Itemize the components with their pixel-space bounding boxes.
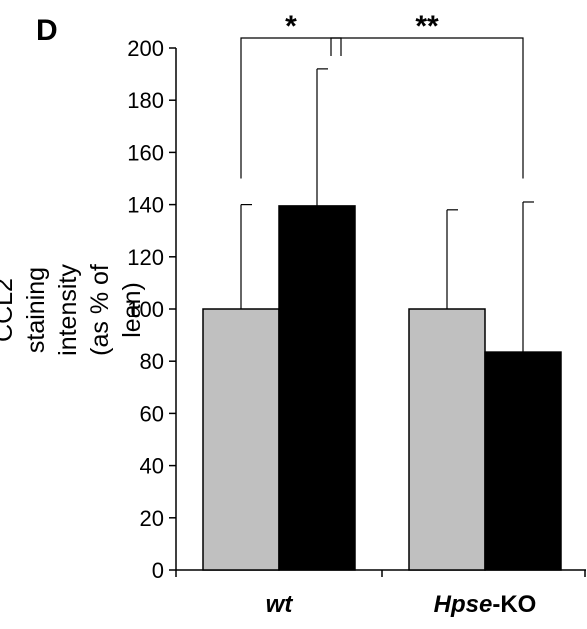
significance-label: * [285,10,297,43]
bar [484,351,562,571]
y-tick-label: 140 [127,193,164,218]
significance-label: ** [415,10,439,43]
y-tick-label: 120 [127,245,164,270]
x-category-label: Hpse-KO [434,591,537,618]
y-tick-label: 180 [127,88,164,113]
y-tick-label: 60 [140,401,164,426]
y-tick-label: 40 [140,454,164,479]
significance-bracket [240,37,342,179]
bar [202,308,280,571]
y-tick-label: 160 [127,140,164,165]
bar [408,308,486,571]
panel-label: D [36,14,58,47]
significance-bracket [330,37,524,179]
y-tick-label: 80 [140,349,164,374]
y-tick-label: 100 [127,297,164,322]
bar [278,205,356,571]
y-tick-label: 0 [152,558,164,583]
y-tick-label: 20 [140,506,164,531]
x-category-label: wt [266,591,294,618]
y-tick-label: 200 [127,36,164,61]
